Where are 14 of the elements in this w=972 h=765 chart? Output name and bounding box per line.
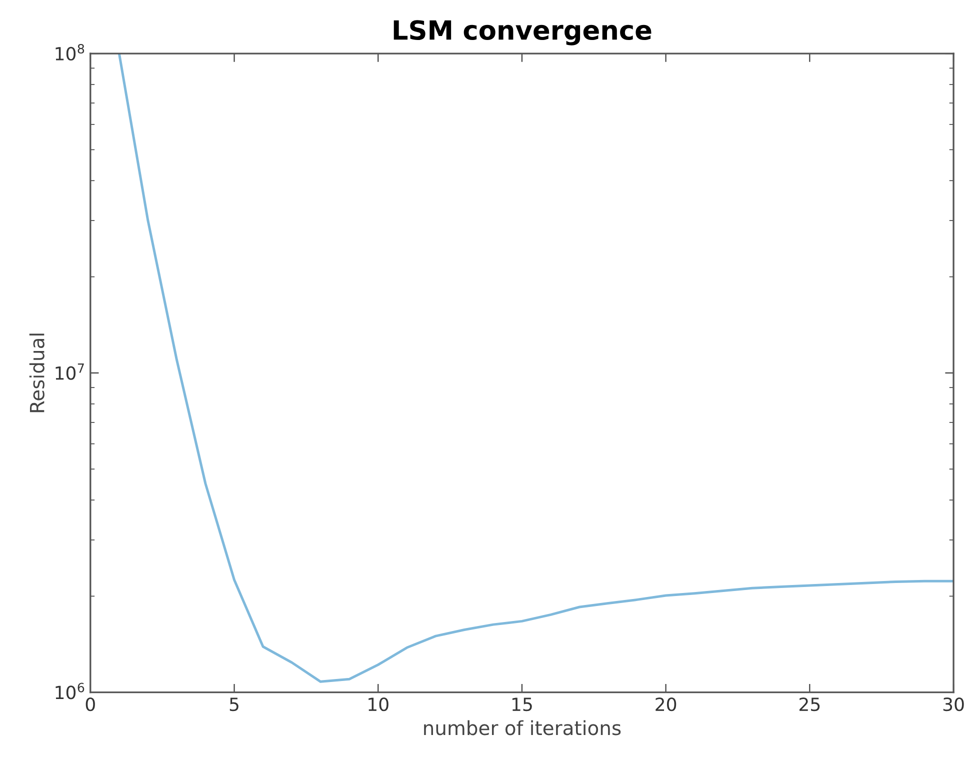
x-axis-title: number of iterations bbox=[424, 720, 621, 736]
chart-title: LSM convergence bbox=[394, 20, 652, 46]
x-tick-label: 5 bbox=[230, 698, 238, 712]
x-tick-label: 15 bbox=[512, 698, 532, 712]
x-tick-label: 10 bbox=[368, 698, 388, 712]
x-tick-label: 25 bbox=[800, 698, 820, 712]
x-tick-label: 0 bbox=[86, 698, 95, 712]
y-tick-label: 10$^{6}$ bbox=[56, 682, 84, 700]
x-tick-label: 30 bbox=[943, 698, 964, 712]
x-tick-label: 20 bbox=[656, 698, 676, 712]
line-series bbox=[118, 54, 954, 683]
y-axis-title: Residual bbox=[29, 334, 44, 412]
y-tick-label: 10$^{8}$ bbox=[56, 44, 84, 61]
y-tick-label: 10$^{7}$ bbox=[56, 364, 84, 380]
